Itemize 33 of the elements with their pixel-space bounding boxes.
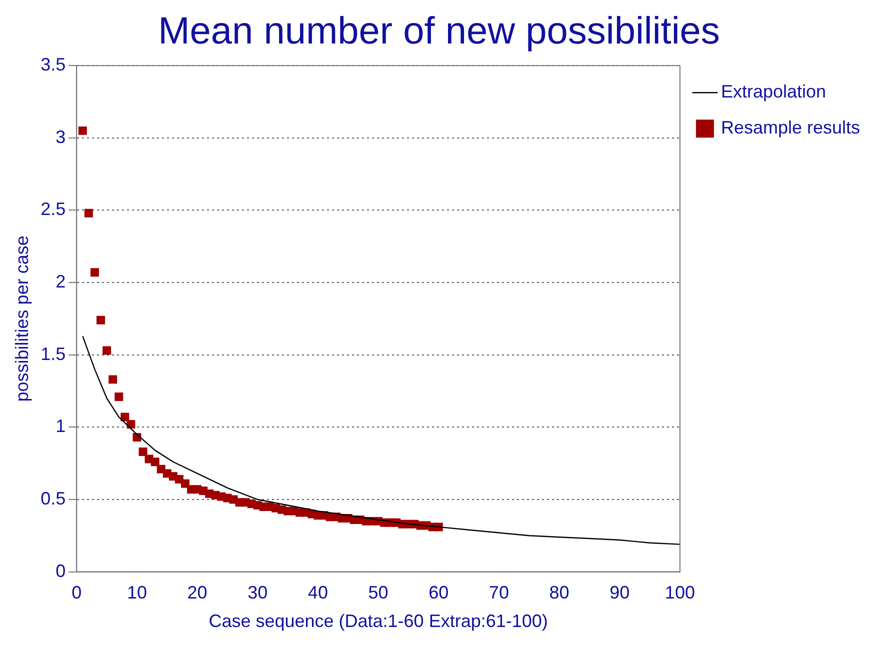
x-tick-label: 20	[187, 582, 208, 603]
x-tick-label: 0	[72, 582, 82, 603]
x-tick-label: 50	[368, 582, 388, 603]
point	[96, 316, 105, 324]
x-tick-label: 100	[664, 582, 695, 603]
chart-title: Mean number of new possibilities	[158, 10, 720, 52]
point	[78, 126, 87, 135]
point	[138, 448, 148, 456]
x-tick-label: 10	[126, 582, 147, 603]
x-tick-label: 80	[549, 582, 570, 603]
y-tick-label: 0.5	[40, 488, 66, 508]
y-tick-label: 3.5	[40, 54, 66, 75]
y-tick-label: 3	[56, 126, 66, 147]
x-axis-title: Case sequence (Data:1-60 Extrap:61-100)	[208, 611, 548, 632]
x-tick-label: 40	[308, 582, 328, 603]
point	[114, 392, 124, 402]
x-tick-label: 60	[428, 582, 449, 603]
x-tick-label: 70	[488, 582, 509, 603]
y-tick-label: 0	[56, 560, 66, 581]
y-axis-title: possibilities per case	[12, 236, 32, 402]
y-tick-label: 1.5	[40, 344, 66, 364]
point	[108, 375, 118, 384]
x-tick-label: 90	[610, 582, 630, 603]
legend-label: Resample results	[720, 118, 860, 138]
point	[150, 458, 160, 466]
legend-label: Extrapolation	[720, 82, 826, 102]
y-tick-label: 1	[56, 416, 66, 436]
y-tick-label: 2	[56, 272, 66, 292]
point	[84, 208, 93, 218]
point	[90, 268, 99, 277]
y-tick-label: 2.5	[40, 199, 66, 220]
point	[102, 346, 112, 355]
x-tick-label: 30	[248, 582, 268, 603]
